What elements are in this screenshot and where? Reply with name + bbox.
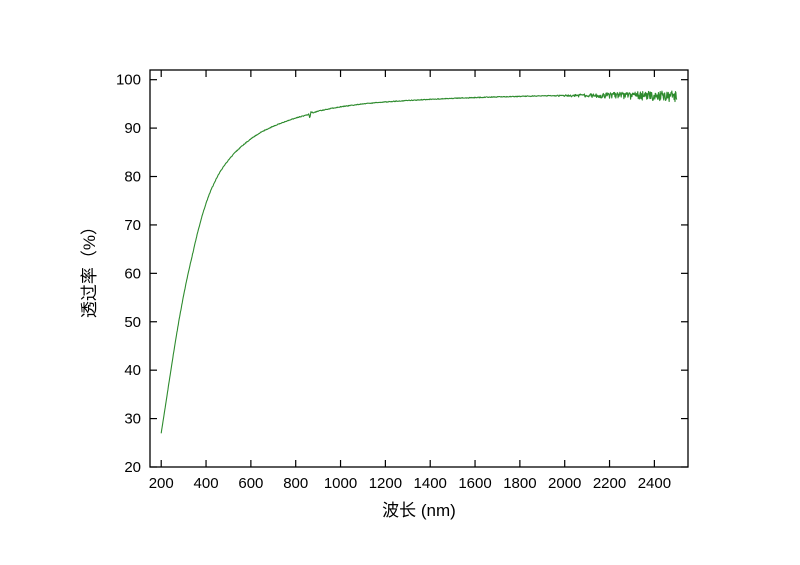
x-tick-label: 1600	[458, 475, 491, 492]
x-tick-label: 400	[194, 475, 219, 492]
x-tick-label: 2400	[638, 475, 671, 492]
y-tick-label: 80	[124, 169, 141, 186]
y-tick-label: 20	[124, 459, 141, 476]
y-tick-label: 50	[124, 314, 141, 331]
plot-axes: 200 400 600 800 1000 1200 1400 1600 1800 2000 2200…	[116, 69, 689, 492]
x-tick-label: 200	[149, 475, 174, 492]
x-tick-label: 1000	[324, 475, 357, 492]
transmittance-curve	[160, 90, 678, 434]
x-axis-label: 波长 (nm)	[382, 501, 456, 520]
y-tick-label: 30	[124, 411, 141, 428]
y-tick-label: 100	[116, 72, 141, 89]
y-tick-label: 40	[124, 362, 141, 379]
y-tick-label: 70	[124, 217, 141, 234]
x-tick-label: 2200	[593, 475, 626, 492]
x-tick-label: 1400	[414, 475, 447, 492]
transmittance-line	[160, 90, 678, 434]
x-tick-label: 1800	[503, 475, 536, 492]
x-tick-label: 1200	[369, 475, 402, 492]
y-tick-label: 90	[124, 120, 141, 137]
x-tick-label: 800	[283, 475, 308, 492]
y-tick-label: 60	[124, 265, 141, 282]
plot-frame	[149, 69, 689, 468]
y-axis-label: 透过率（%）	[80, 218, 99, 318]
x-tick-label: 2000	[548, 475, 581, 492]
x-tick-label: 600	[238, 475, 263, 492]
